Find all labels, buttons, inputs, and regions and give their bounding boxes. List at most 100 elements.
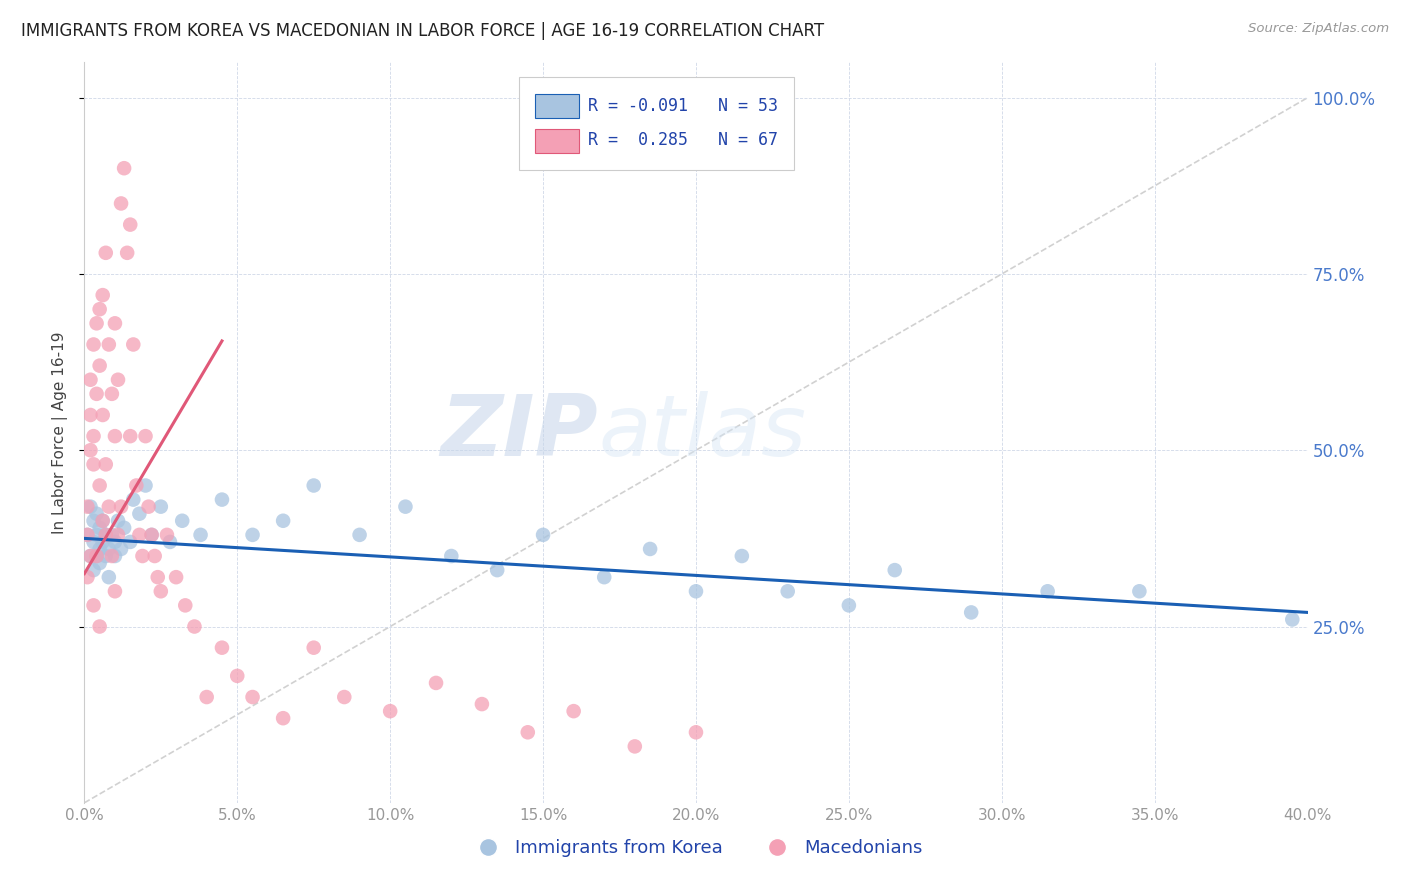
Point [149,500,172,514]
Point [83,563,105,577]
Point [101,387,124,401]
Point [89,619,111,633]
Point [91,514,114,528]
Text: R = -0.091   N = 53: R = -0.091 N = 53 [588,97,779,115]
Point [76,500,98,514]
Point [883,563,905,577]
Text: R =  0.285   N = 67: R = 0.285 N = 67 [588,131,779,149]
Point [131,549,153,563]
Point [271,711,294,725]
Point [97,570,120,584]
Point [89,521,111,535]
Point [138,500,160,514]
Point [91,535,114,549]
Point [104,584,127,599]
Point [94,549,117,563]
Point [94,245,117,260]
Point [79,443,101,458]
Point [172,514,194,528]
Point [122,337,145,351]
Point [91,288,114,302]
Point [440,549,463,563]
Point [94,528,117,542]
Point [83,458,105,472]
Point [91,408,114,422]
Point [159,535,181,549]
FancyBboxPatch shape [534,95,578,118]
Point [101,549,124,563]
Point [183,619,205,633]
Point [89,556,111,570]
Point [128,528,150,542]
Point [156,528,179,542]
Point [486,563,509,577]
Point [97,337,120,351]
Point [112,521,135,535]
Point [97,541,120,556]
Point [531,528,554,542]
Point [425,676,447,690]
Point [122,492,145,507]
Point [731,549,754,563]
Point [91,514,114,528]
Point [76,528,98,542]
FancyBboxPatch shape [519,78,794,169]
Point [89,478,111,492]
Point [1128,584,1150,599]
Point [83,514,105,528]
Point [1281,612,1303,626]
Point [110,500,132,514]
Point [128,507,150,521]
Point [302,640,325,655]
Point [79,408,101,422]
Point [79,500,101,514]
Point [226,669,249,683]
Point [110,196,132,211]
Point [471,697,494,711]
Point [89,541,111,556]
Point [115,245,138,260]
Point [838,599,860,613]
Point [104,316,127,330]
Point [120,535,142,549]
Point [593,570,616,584]
Point [146,570,169,584]
Point [107,514,129,528]
Point [174,599,197,613]
Point [89,302,111,317]
Point [83,429,105,443]
Point [112,161,135,176]
Point [516,725,538,739]
Point [76,570,98,584]
Point [135,429,157,443]
Point [110,541,132,556]
Point [86,387,108,401]
Point [349,528,371,542]
Point [1036,584,1059,599]
Point [211,640,233,655]
Point [79,373,101,387]
Text: atlas: atlas [598,391,806,475]
Point [94,528,117,542]
FancyBboxPatch shape [534,129,578,153]
Point [104,549,127,563]
Point [141,528,163,542]
Text: ZIP: ZIP [440,391,598,475]
Point [211,492,233,507]
Point [120,218,142,232]
Point [380,704,402,718]
Y-axis label: In Labor Force | Age 16-19: In Labor Force | Age 16-19 [52,331,69,534]
Point [76,528,98,542]
Point [86,316,108,330]
Point [125,478,148,492]
Point [562,704,585,718]
Point [776,584,799,599]
Point [86,507,108,521]
Point [135,478,157,492]
Point [86,549,108,563]
Point [97,500,120,514]
Point [624,739,647,754]
Point [394,500,416,514]
Point [242,690,264,704]
Point [83,337,105,351]
